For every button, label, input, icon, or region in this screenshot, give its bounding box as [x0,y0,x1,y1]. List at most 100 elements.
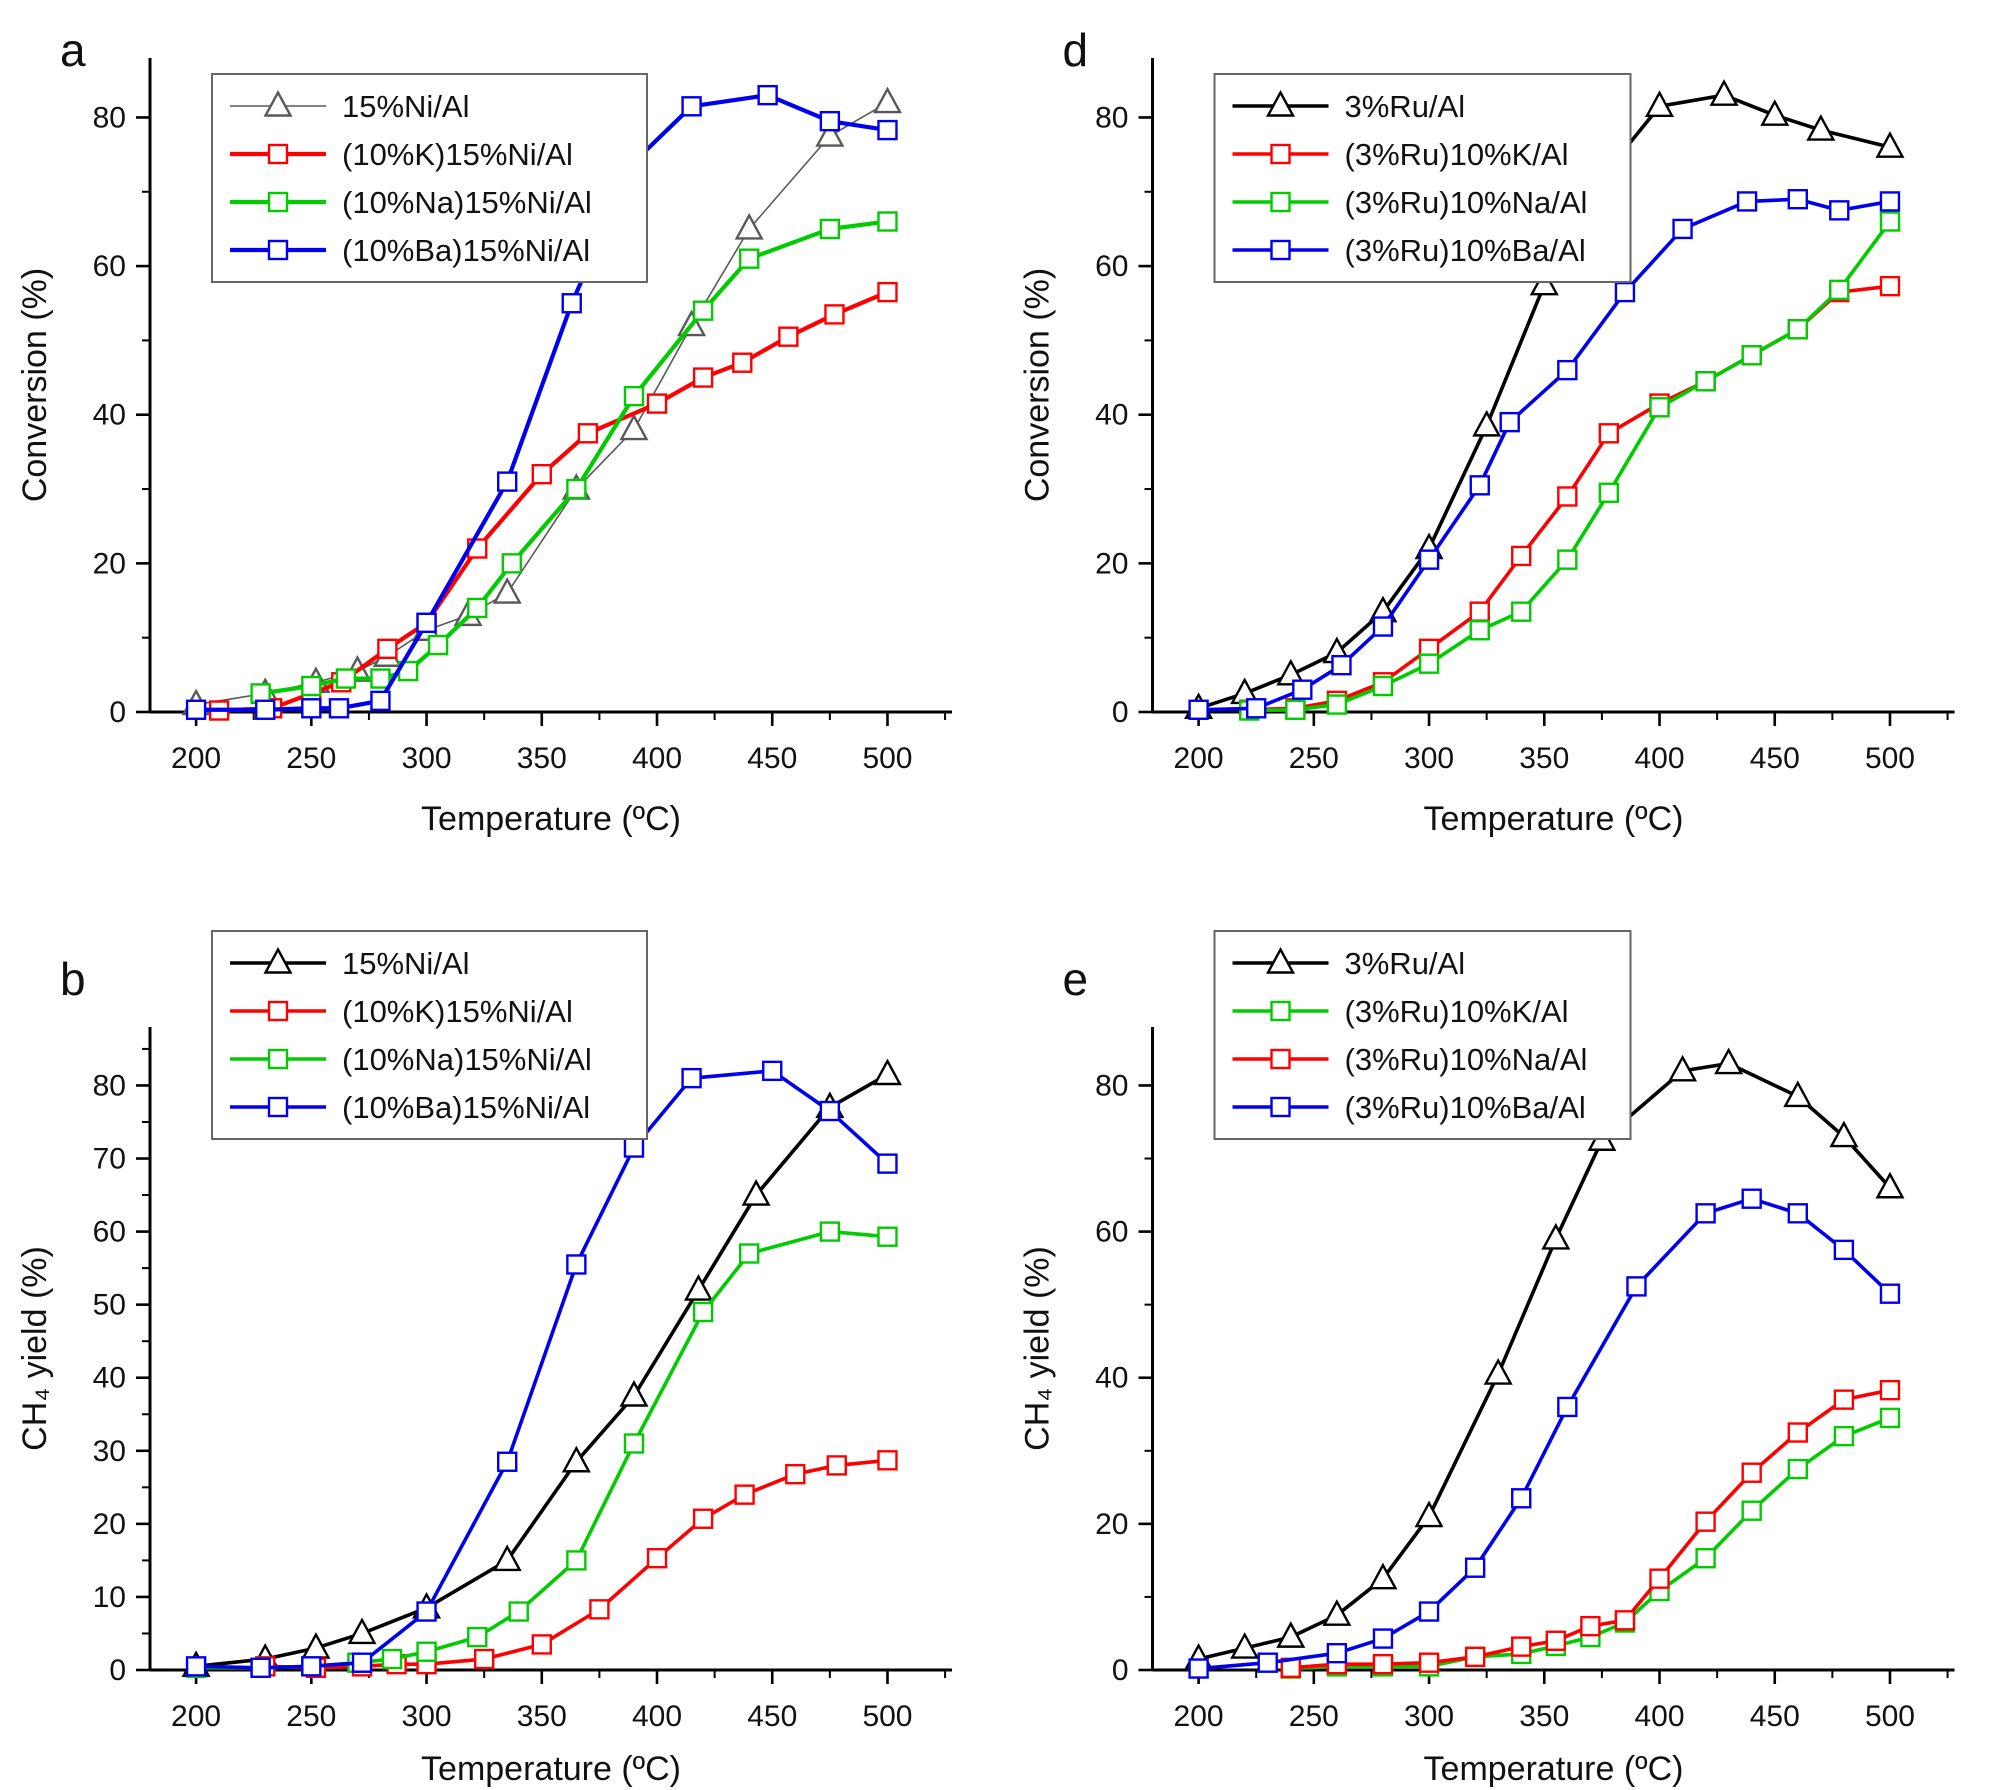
square-marker [1464,1557,1486,1578]
triangle-marker [1875,1171,1905,1199]
x-tick-label: 500 [1865,1700,1915,1733]
square-marker [1331,654,1352,676]
square-marker [1285,699,1306,720]
legend-label: (10%Ba)15%Ni/Al [342,233,590,268]
square-marker [370,690,391,712]
square-marker [734,1484,755,1505]
square-marker [1879,1283,1901,1304]
x-axis-label: Temperature (ºC) [1424,1750,1684,1788]
legend: 3%Ru/Al (3%Ru)10%K/Al (3%Ru)10%Na/Al (3%Ru)… [1213,73,1632,283]
x-tick-label: 500 [862,1700,912,1733]
legend: 15%Ni/Al (10%K)15%Ni/Al (10%Na)15%Ni/Al (10… [211,73,648,283]
y-tick-label: 20 [93,547,126,580]
square-marker [877,119,898,141]
legend-label: (3%Ru)10%Ba/Al [1345,233,1586,268]
triangle-marker [1276,658,1306,686]
square-marker [416,612,437,634]
square-marker [416,1641,437,1662]
panel-letter-b: b [60,953,86,1005]
square-marker [1741,1462,1762,1483]
y-tick-label: 60 [93,1216,126,1249]
y-tick-label: 0 [1112,1654,1129,1687]
y-tick-label: 70 [93,1143,126,1176]
x-tick-label: 400 [1634,1700,1684,1733]
square-marker [467,1626,488,1648]
x-tick-label: 500 [1865,742,1915,775]
square-marker [623,1433,645,1454]
square-marker [738,1243,760,1264]
legend-triangle-marker [263,89,293,117]
x-tick-label: 300 [1404,742,1454,775]
y-tick-label: 40 [1095,1362,1128,1395]
square-marker [1511,1488,1532,1509]
series-(3%Ru)10%Na/Al [1280,1379,1901,1679]
square-marker [785,1463,806,1485]
x-tick-label: 350 [1519,742,1569,775]
square-marker [301,1656,322,1677]
triangle-marker [561,1445,591,1473]
x-tick-label: 450 [747,1700,797,1733]
y-tick-label: 40 [93,1362,126,1395]
series-(10%Na)15%Ni/Al [185,1221,898,1679]
square-marker [1326,694,1348,715]
square-marker [762,1060,783,1082]
x-axis-label: Temperature (ºC) [421,800,681,838]
square-marker [1511,1636,1532,1657]
square-marker [1557,486,1578,507]
square-marker [1649,397,1670,418]
triangle-marker [872,1058,902,1086]
square-marker [508,1601,529,1622]
square-marker [1672,218,1693,240]
legend-triangle-marker [1265,89,1296,117]
square-marker [1418,1652,1440,1673]
square-marker [1626,1276,1647,1297]
legend-label: (10%K)15%Ni/Al [342,137,573,172]
legend-label: (3%Ru)10%Na/Al [1345,185,1588,220]
square-marker [1557,359,1578,381]
square-marker [1879,211,1901,232]
legend-square-marker [267,143,289,165]
triangle-marker [815,120,845,147]
triangle-marker [683,1274,714,1301]
triangle-marker [1714,1047,1744,1075]
square-marker [1511,545,1532,567]
x-tick-label: 450 [1750,742,1800,775]
square-marker [1511,601,1532,622]
square-marker [1292,679,1313,700]
square-marker [561,293,582,314]
legend-label: (10%Na)15%Ni/Al [342,1042,592,1077]
x-tick-label: 350 [517,742,567,775]
square-marker [1614,1610,1636,1631]
square-marker [335,668,357,689]
y-tick-label: 60 [1095,1216,1128,1249]
legend-square-marker [267,1048,289,1070]
y-tick-label: 20 [1095,547,1128,580]
square-marker [1741,1500,1762,1521]
square-marker [1829,200,1850,221]
square-marker [646,1548,668,1569]
x-axis-label: Temperature (ºC) [1424,800,1684,838]
square-marker [877,211,898,232]
square-marker [1418,653,1440,674]
square-marker [1598,423,1620,444]
square-marker [328,698,350,719]
triangle-marker [1322,1599,1352,1626]
axes-d: 200 250 300 350 400 450 500 0 20 40 60 80 [1095,58,1955,775]
square-marker [877,281,898,303]
square-marker [692,367,714,388]
series-line [260,219,888,696]
y-axis-label: CH₄ yield (%) [1019,1246,1057,1451]
y-tick-label: 80 [1095,101,1128,134]
x-tick-label: 250 [1289,1700,1339,1733]
square-marker [738,248,760,269]
panel-letter-a: a [60,24,86,76]
square-marker [1326,1642,1348,1664]
triangle-marker [347,1617,377,1645]
chart-panel-b: b 200 250 300 350 400 450 500 0 10 20 30 40 50 60 70 80 T… [0,895,1002,1790]
legend-label: 3%Ru/Al [1345,89,1466,124]
square-marker [1372,1653,1394,1675]
square-marker [250,1657,271,1679]
axes-e: 200 250 300 350 400 450 500 0 20 40 60 80 [1095,1027,1955,1733]
triangle-marker [1472,409,1502,437]
square-marker [370,668,391,689]
